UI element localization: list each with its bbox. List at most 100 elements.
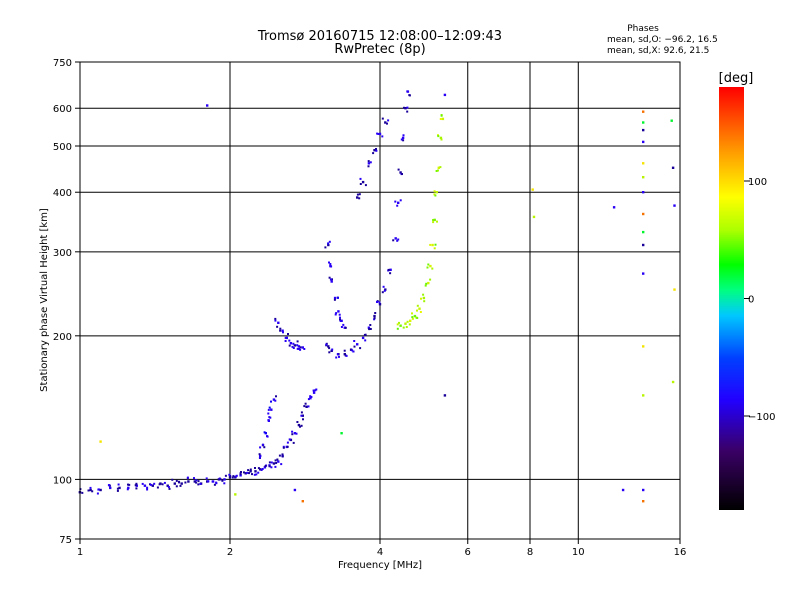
data-point: [197, 483, 200, 486]
data-point: [327, 345, 330, 348]
data-point: [168, 487, 171, 490]
data-point: [416, 304, 419, 307]
data-point: [134, 484, 137, 487]
data-point: [369, 328, 372, 330]
data-point: [127, 483, 129, 486]
data-point: [376, 301, 378, 303]
data-point: [406, 110, 409, 113]
y-tick-label: 750: [53, 58, 72, 69]
data-point: [339, 318, 341, 321]
data-point: [642, 176, 645, 179]
data-point: [433, 247, 436, 250]
data-point: [234, 475, 237, 478]
data-point: [441, 117, 445, 121]
data-point: [396, 204, 399, 207]
data-point: [327, 242, 330, 245]
data-point: [281, 453, 284, 456]
data-point: [99, 488, 102, 492]
data-point: [240, 471, 242, 473]
data-point: [295, 432, 298, 435]
stats-o-line: mean, sd,O: −96.2, 16.5: [607, 35, 718, 45]
data-point: [424, 284, 427, 287]
colorbar-tick-label: −100: [748, 412, 775, 423]
data-point: [411, 316, 414, 319]
data-point: [228, 473, 231, 476]
data-point: [376, 132, 379, 135]
data-point: [642, 191, 645, 194]
data-point: [437, 166, 440, 169]
data-point: [270, 400, 272, 403]
data-point: [302, 418, 304, 421]
data-point: [151, 484, 154, 487]
data-point: [612, 206, 616, 209]
data-point: [300, 414, 303, 417]
data-point: [312, 389, 315, 392]
data-point: [367, 326, 371, 329]
data-point: [303, 405, 306, 408]
data-point: [258, 456, 261, 459]
data-point: [435, 191, 438, 194]
data-point: [146, 486, 149, 489]
data-point: [274, 459, 277, 462]
data-point: [433, 190, 436, 193]
data-point: [246, 471, 249, 474]
data-point: [401, 173, 403, 175]
data-point: [116, 487, 119, 490]
data-point: [328, 240, 331, 243]
data-point: [81, 491, 84, 494]
data-point: [262, 443, 264, 446]
data-point: [394, 200, 397, 203]
data-point: [439, 136, 443, 140]
data-point: [384, 288, 387, 291]
x-tick-label: 16: [674, 547, 687, 558]
data-point: [384, 121, 387, 124]
data-point: [642, 230, 645, 234]
data-point: [330, 280, 333, 283]
data-point: [344, 326, 347, 329]
data-point: [343, 353, 346, 356]
data-point: [431, 243, 434, 247]
data-point: [267, 408, 270, 411]
data-point: [369, 324, 372, 326]
data-point: [143, 484, 147, 487]
data-point: [193, 480, 196, 483]
data-point: [223, 478, 226, 481]
data-point: [621, 488, 625, 492]
data-point: [381, 135, 384, 138]
data-point: [367, 160, 370, 163]
data-point: [286, 441, 289, 444]
data-point: [259, 468, 262, 471]
data-point: [307, 398, 310, 401]
data-point: [642, 212, 645, 216]
data-point: [195, 479, 198, 482]
data-point: [381, 291, 384, 294]
data-point: [281, 455, 284, 458]
data-point: [364, 184, 367, 187]
y-axis-label: Stationary phase Virtual Height [km]: [39, 208, 50, 392]
data-point: [328, 261, 330, 264]
data-point: [398, 321, 400, 324]
data-point: [338, 313, 341, 316]
data-point: [296, 421, 299, 423]
data-point: [253, 473, 256, 476]
data-point: [372, 152, 375, 155]
data-point: [301, 500, 304, 503]
data-point: [642, 128, 645, 132]
data-point: [135, 482, 138, 485]
data-point: [329, 278, 332, 281]
data-point: [280, 463, 283, 466]
data-point: [413, 314, 417, 318]
data-point: [335, 312, 338, 315]
data-point: [402, 134, 405, 137]
data-point: [135, 487, 138, 490]
data-point: [263, 466, 267, 469]
data-point: [339, 319, 342, 322]
data-point: [301, 346, 304, 349]
data-point: [339, 316, 341, 319]
data-point: [293, 488, 297, 492]
data-point: [299, 425, 301, 428]
data-point: [268, 420, 270, 422]
data-point: [161, 483, 164, 486]
data-point: [258, 453, 261, 456]
data-point: [259, 446, 262, 449]
